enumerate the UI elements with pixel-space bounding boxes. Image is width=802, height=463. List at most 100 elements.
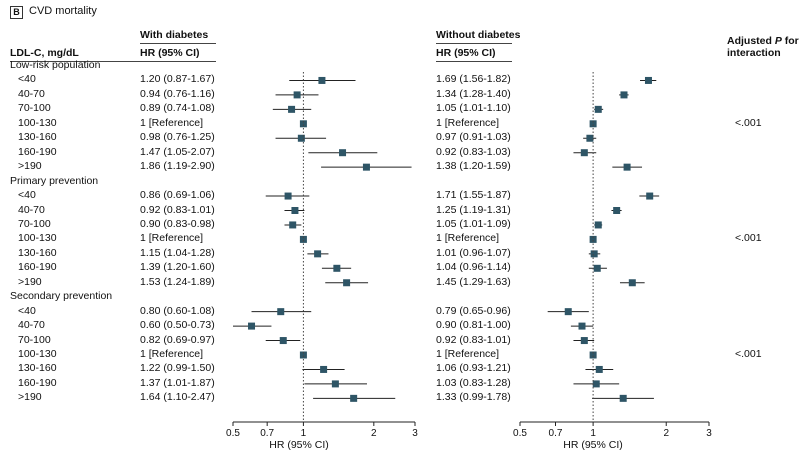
with-hr-marker (277, 308, 285, 316)
without-diabetes-hr-ci: 1.01 (0.96-1.07) (436, 246, 511, 259)
with-diabetes-hr-ci: 0.92 (0.83-1.01) (140, 203, 215, 216)
without-hr-marker (589, 235, 597, 243)
with-tick-label: 1 (301, 428, 307, 439)
without-diabetes-hr-ci: 1.33 (0.99-1.78) (436, 391, 511, 404)
with-diabetes-hr-ci: 0.82 (0.69-0.97) (140, 333, 215, 346)
ldl-column-header: LDL-C, mg/dL (10, 47, 79, 59)
with-diabetes-hr-ci: 1.20 (0.87-1.67) (140, 73, 215, 86)
ldl-category-label: <40 (18, 73, 36, 86)
with-diabetes-hr-ci: 0.80 (0.60-1.08) (140, 304, 215, 317)
with-hr-marker (318, 76, 326, 84)
with-tick-label: 2 (371, 428, 377, 439)
with-diabetes-hr-ci: 1.53 (1.24-1.89) (140, 275, 215, 288)
without-hr-marker (593, 264, 601, 272)
p-interaction-value: <.001 (735, 232, 762, 245)
with-diabetes-hr-ci: 1.47 (1.05-2.07) (140, 145, 215, 158)
without-hr-marker (620, 91, 628, 99)
without-diabetes-hr-ci: 1.05 (1.01-1.09) (436, 217, 511, 230)
with-hr-marker (297, 134, 305, 142)
p-interaction-value: <.001 (735, 348, 762, 360)
without-hr-marker (564, 308, 572, 316)
with-diabetes-hr-ci: 1 [Reference] (140, 348, 204, 360)
without-diabetes-hr-ci: 1.03 (0.83-1.28) (436, 376, 511, 389)
left-table-header-rule (10, 61, 216, 62)
with-diabetes-hr-ci: 1.22 (0.99-1.50) (140, 362, 215, 375)
without-diabetes-hr-ci: 1.06 (0.93-1.21) (436, 362, 511, 375)
ldl-category-label: 160-190 (18, 145, 57, 158)
without-diabetes-hr-ci: 1 [Reference] (436, 232, 500, 245)
ldl-category-label: 40-70 (18, 87, 45, 100)
without-diabetes-hr-ci: 0.92 (0.83-1.03) (436, 145, 511, 158)
with-diabetes-hr-ci: 1 [Reference] (140, 232, 204, 245)
without-hr-marker (594, 221, 602, 229)
with-diabetes-hr-ci: 1.15 (1.04-1.28) (140, 246, 215, 259)
without-hr-marker (623, 163, 631, 171)
with-diabetes-hr-ci: 1.39 (1.20-1.60) (140, 261, 215, 274)
with-hr-marker (291, 207, 299, 214)
without-hr-marker (589, 351, 597, 359)
without-diabetes-hr-ci: 1 [Reference] (436, 348, 500, 360)
without-diabetes-hr-ci: 0.92 (0.83-1.01) (436, 333, 511, 346)
without-diabetes-hr-ci: 1.05 (1.01-1.10) (436, 102, 511, 115)
with-hr-marker (299, 120, 307, 128)
left-axis-title: HR (95% CI) (269, 439, 329, 451)
ldl-category-label: 40-70 (18, 203, 45, 216)
with-diabetes-hr-ci: 0.89 (0.74-1.08) (140, 102, 215, 115)
with-hr-marker (350, 394, 358, 402)
without-hr-marker (589, 120, 597, 128)
p-interaction-value: <.001 (735, 116, 762, 129)
group-label: Secondary prevention (10, 290, 113, 303)
ldl-category-label: >190 (18, 391, 42, 404)
with-hr-marker (331, 380, 339, 388)
adjusted-p-header-line1: Adjusted P for (727, 35, 799, 47)
ldl-category-label: >190 (18, 160, 42, 173)
ldl-category-label: 70-100 (18, 102, 51, 115)
without-hr-marker (644, 76, 652, 84)
without-hr-marker (594, 105, 602, 113)
with-hr-marker (299, 235, 307, 243)
with-diabetes-hr-ci: 1.37 (1.01-1.87) (140, 376, 215, 389)
with-diabetes-hr-ci: 0.94 (0.76-1.16) (140, 87, 215, 100)
without-hr-marker (613, 207, 621, 214)
without-diabetes-header-rule (436, 43, 512, 44)
without-diabetes-hr-ci: 1.25 (1.19-1.31) (436, 203, 511, 216)
ldl-category-label: 160-190 (18, 376, 57, 389)
ldl-category-label: 160-190 (18, 261, 57, 274)
with-hr-marker (314, 250, 322, 258)
panel-letter-badge: B (10, 6, 23, 19)
ldl-category-label: >190 (18, 275, 42, 288)
ldl-category-label: <40 (18, 189, 36, 202)
without-hr-marker (646, 192, 654, 200)
without-diabetes-hr-ci: 1 [Reference] (436, 116, 500, 129)
ldl-category-label: 100-130 (18, 116, 57, 129)
without-diabetes-hr-ci: 1.38 (1.20-1.59) (436, 160, 511, 173)
with-hr-marker (279, 337, 287, 345)
right-axis-title: HR (95% CI) (563, 439, 623, 451)
without-tick-label: 2 (663, 428, 669, 439)
ldl-category-label: 100-130 (18, 348, 57, 360)
without-hr-marker (586, 134, 594, 142)
with-diabetes-hr-ci: 0.98 (0.76-1.25) (140, 131, 215, 144)
ldl-category-label: 70-100 (18, 217, 51, 230)
without-diabetes-hr-ci: 0.79 (0.65-0.96) (436, 304, 511, 317)
without-hr-marker (592, 380, 600, 388)
group-label: Primary prevention (10, 174, 99, 187)
adjusted-p-header-line2: interaction (727, 47, 781, 59)
with-hr-marker (362, 163, 370, 171)
with-tick-label: 3 (412, 428, 418, 439)
with-hr-ci-header: HR (95% CI) (140, 47, 200, 59)
without-hr-ci-header: HR (95% CI) (436, 47, 496, 59)
with-hr-marker (284, 192, 292, 200)
with-tick-label: 0.5 (226, 428, 240, 439)
without-tick-label: 1 (590, 428, 596, 439)
with-tick-label: 0.7 (260, 428, 274, 439)
with-diabetes-header-rule (140, 43, 216, 44)
with-hr-marker (333, 264, 341, 272)
with-diabetes-hr-ci: 1 [Reference] (140, 116, 204, 129)
without-diabetes-hr-ci: 1.69 (1.56-1.82) (436, 73, 511, 86)
with-hr-marker (289, 221, 297, 229)
ldl-category-label: 100-130 (18, 232, 57, 245)
with-hr-marker (339, 149, 347, 157)
group-label: Low-risk population (10, 59, 101, 71)
